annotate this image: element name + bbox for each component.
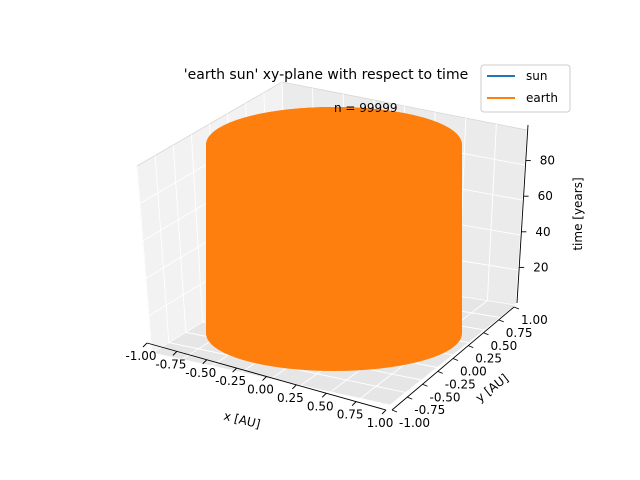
legend-label-earth: earth — [526, 91, 558, 105]
z-tick-label: 60 — [538, 189, 553, 203]
x-tick-label: -1.00 — [125, 349, 156, 363]
x-tick-label: -0.50 — [185, 366, 216, 380]
floor-gridline — [389, 304, 517, 406]
x-tick-label: -0.75 — [155, 357, 186, 371]
x-tick-label: 1.00 — [367, 416, 394, 430]
y-ticks: -1.00-0.75-0.50-0.250.000.250.500.751.00 — [391, 306, 548, 430]
n-annotation: n = 99999 — [334, 101, 397, 115]
y-tick-mark — [437, 370, 443, 374]
back-gridline — [515, 129, 528, 306]
x-tick-label: 0.00 — [247, 383, 274, 397]
series-layer — [206, 107, 462, 371]
x-tick-label: -0.25 — [215, 374, 246, 388]
y-tick-mark — [483, 332, 489, 336]
y-tick-mark — [407, 396, 413, 400]
y-tick-mark — [422, 383, 428, 387]
y-tick-label: -0.75 — [414, 403, 445, 417]
y-tick-mark — [391, 409, 398, 413]
z-axis-label: time [years] — [571, 177, 585, 250]
x-tick-label: 0.50 — [307, 399, 334, 413]
z-tick-label: 40 — [535, 225, 550, 239]
x-tick-mark — [321, 392, 327, 398]
x-tick-mark — [381, 409, 387, 415]
x-tick-mark — [351, 401, 357, 406]
y-tick-label: 0.50 — [491, 339, 518, 353]
x-tick-mark — [232, 367, 237, 373]
legend-label-sun: sun — [526, 69, 547, 83]
y-tick-label: -1.00 — [399, 416, 430, 430]
z-ticks: 20 40 60 80 — [519, 154, 555, 274]
y-tick-mark — [452, 358, 459, 361]
y-tick-label: -0.25 — [445, 377, 476, 391]
y-tick-mark — [468, 345, 474, 349]
chart-title: 'earth sun' xy-plane with respect to tim… — [184, 67, 468, 83]
left-gridline — [154, 155, 170, 343]
left-gridline — [172, 144, 187, 333]
x-tick-mark — [262, 376, 267, 381]
x-tick-label: 0.25 — [277, 391, 304, 405]
x-tick-mark — [202, 359, 208, 365]
x-tick-mark — [292, 384, 297, 390]
y-tick-mark — [513, 306, 520, 310]
y-tick-label: 1.00 — [521, 313, 548, 327]
legend: sun earth — [480, 64, 571, 113]
y-tick-label: 0.25 — [475, 352, 502, 366]
z-axis-line — [516, 124, 529, 304]
y-tick-label: 0.75 — [506, 326, 533, 340]
y-tick-label: 0.00 — [460, 365, 487, 379]
y-tick-label: -0.50 — [430, 390, 461, 404]
x-tick-label: 0.75 — [337, 408, 364, 422]
x-ticks: -1.00-0.75-0.50-0.250.000.250.500.751.00 — [125, 342, 394, 430]
left-gridline — [190, 134, 204, 322]
z-tick-label: 80 — [540, 154, 555, 168]
z-tick-label: 20 — [533, 260, 548, 274]
back-gridline — [486, 123, 497, 301]
x-tick-mark — [142, 342, 148, 348]
x-axis-label: x [AU] — [222, 409, 262, 432]
y-tick-mark — [498, 319, 504, 323]
earth-orbit-top — [206, 107, 462, 183]
left-gridline — [136, 165, 153, 354]
x-tick-mark — [172, 351, 178, 356]
